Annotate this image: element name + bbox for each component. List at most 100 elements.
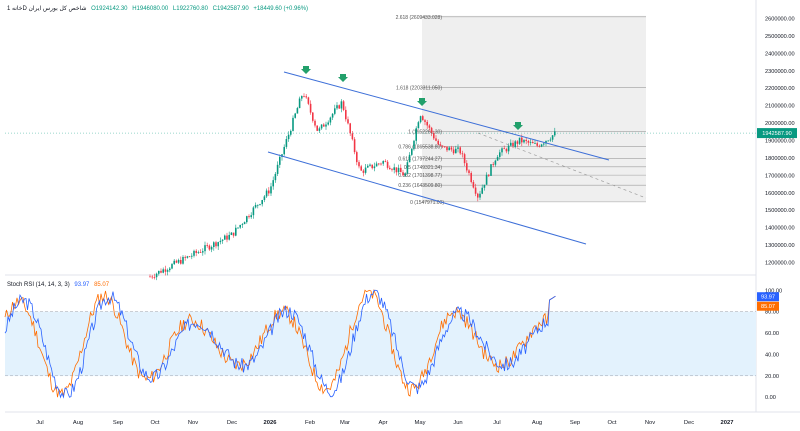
candle-body — [241, 224, 244, 225]
candle-body — [428, 125, 431, 128]
candles-layer — [149, 93, 556, 281]
candle-body — [426, 121, 428, 126]
candle-body — [290, 130, 292, 135]
candle-body — [424, 120, 426, 122]
candle-body — [532, 142, 534, 144]
candle-body — [415, 128, 417, 141]
candle-body — [534, 143, 536, 144]
candle-body — [373, 166, 376, 169]
ohlc-low: L1922760.80 — [172, 6, 208, 12]
price-tick-label: 2300000.00 — [765, 69, 795, 75]
candle-body — [433, 133, 435, 139]
time-tick-label: Jul — [36, 420, 43, 426]
candle-body — [391, 169, 393, 171]
ohlc-change: +18449.60 (+0.96%) — [253, 6, 309, 12]
candle-body — [496, 156, 499, 161]
candle-body — [345, 109, 347, 120]
candle-body — [417, 122, 420, 129]
rsi-k-value: 93.97 — [74, 282, 90, 288]
price-tick-label: 1800000.00 — [765, 156, 795, 162]
candle-body — [182, 256, 184, 264]
candle-body — [224, 235, 226, 240]
candle-body — [499, 152, 501, 157]
candle-body — [285, 139, 288, 147]
candle-body — [479, 193, 481, 198]
candle-body — [450, 147, 453, 150]
candle-body — [411, 148, 413, 155]
rsi-k-tag — [757, 292, 779, 302]
last-price-tag — [757, 128, 797, 139]
candle-body — [408, 154, 411, 163]
candle-body — [404, 173, 406, 176]
candle-body — [318, 128, 321, 131]
projection-dashed-line — [477, 132, 647, 199]
fib-level-label: 0.382 (1701398.77) — [398, 173, 442, 179]
candle-body — [441, 145, 444, 147]
time-tick-label: Sep — [570, 420, 580, 426]
rsi-d-value: 85.07 — [94, 282, 110, 288]
candle-body — [505, 148, 508, 152]
candle-body — [501, 148, 503, 153]
channel-lines — [5, 71, 756, 245]
candle-body — [259, 204, 261, 205]
candle-body — [261, 199, 263, 205]
fib-level-label: 1.618 (2203311.050) — [396, 86, 442, 92]
candle-body — [292, 117, 294, 131]
candle-body — [483, 184, 486, 188]
rsi-d-line — [4, 288, 556, 398]
time-tick-label: Nov — [645, 420, 655, 426]
candle-body — [195, 250, 197, 253]
candle-body — [362, 170, 365, 173]
candle-body — [527, 141, 530, 143]
candle-body — [263, 196, 266, 200]
candle-body — [540, 144, 543, 147]
candle-body — [155, 273, 158, 278]
candle-body — [470, 173, 472, 183]
candle-body — [239, 224, 241, 228]
price-tick-label: 1500000.00 — [765, 208, 795, 214]
price-tick-label: 2600000.00 — [765, 16, 795, 22]
candle-body — [186, 256, 189, 258]
candle-body — [510, 142, 512, 146]
fib-level-label: 1 (1952261.30) — [408, 129, 442, 135]
candle-body — [406, 162, 409, 174]
candle-body — [413, 140, 415, 149]
down-arrow-icon — [417, 98, 427, 106]
candle-body — [191, 255, 193, 257]
candle-body — [477, 193, 479, 198]
candle-body — [395, 167, 398, 173]
candle-body — [309, 103, 312, 113]
time-tick-label: 2027 — [721, 420, 734, 426]
candle-body — [338, 105, 340, 109]
rsi-tick-label: 40.00 — [765, 352, 779, 358]
candle-body — [536, 143, 538, 146]
candle-body — [351, 133, 354, 140]
candle-body — [512, 142, 514, 148]
candle-body — [232, 232, 235, 236]
time-tick-label: Aug — [532, 420, 542, 426]
candle-body — [518, 137, 521, 144]
candle-body — [488, 174, 490, 176]
candle-body — [378, 163, 380, 165]
candle-body — [347, 119, 349, 124]
candle-body — [246, 216, 248, 223]
price-tick-label: 2500000.00 — [765, 34, 795, 40]
candle-body — [270, 186, 272, 194]
candle-body — [206, 245, 208, 246]
symbol-legend: خانه 1D شاخص کل بورس ایران O1924142.30 H… — [7, 5, 308, 12]
price-tick-label: 2400000.00 — [765, 51, 795, 57]
time-tick-label: 2026 — [264, 420, 278, 426]
ohlc-high: H1946080.00 — [132, 6, 169, 12]
price-tick-label: 1900000.00 — [765, 139, 795, 145]
candle-body — [268, 190, 270, 194]
candle-body — [422, 116, 424, 121]
candle-body — [492, 164, 494, 165]
candle-body — [419, 116, 422, 123]
candle-body — [549, 139, 552, 141]
candle-body — [545, 140, 547, 144]
rsi-label: Stoch RSI (14, 14, 3, 3) — [7, 282, 70, 288]
candle-body — [463, 154, 466, 164]
candle-body — [446, 146, 448, 151]
candle-body — [184, 256, 186, 258]
